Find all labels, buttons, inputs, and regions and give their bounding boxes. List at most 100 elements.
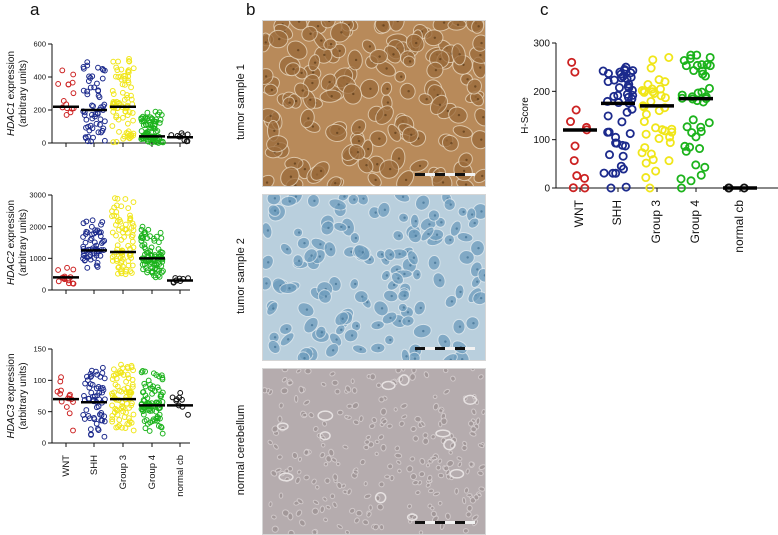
data-point — [608, 168, 618, 178]
nucleus — [480, 138, 483, 141]
cell — [352, 419, 360, 426]
nucleus — [422, 329, 425, 333]
data-point — [90, 134, 96, 141]
cell — [477, 443, 485, 449]
nucleus — [473, 221, 476, 225]
data-point — [615, 67, 625, 77]
y-axis-label: HDAC1 expression — [6, 51, 17, 136]
data-point — [93, 420, 100, 427]
data-point — [118, 361, 124, 368]
cell — [379, 524, 385, 531]
cell — [406, 465, 414, 473]
cell — [397, 468, 402, 474]
cell — [432, 394, 438, 400]
data-point — [100, 67, 107, 73]
series-group-3 — [637, 53, 677, 193]
data-point — [120, 408, 126, 415]
data-point — [159, 249, 166, 256]
chart-a-1: 0 200 400 600 HDAC1 expression (arbitrary uni… — [6, 40, 193, 148]
cell — [462, 528, 469, 534]
cell-outline — [374, 491, 387, 504]
data-point — [98, 409, 105, 416]
cell — [430, 510, 437, 518]
data-point — [569, 156, 579, 166]
cell — [401, 369, 406, 372]
cell — [378, 434, 385, 441]
cell — [342, 489, 348, 495]
nucleus — [361, 295, 364, 298]
data-point — [126, 421, 132, 428]
nucleus — [307, 117, 310, 120]
data-point — [654, 134, 664, 144]
data-point — [117, 369, 124, 376]
nucleus — [330, 95, 333, 98]
cell — [296, 469, 302, 475]
data-point — [93, 120, 100, 127]
nucleus — [449, 203, 452, 206]
cell — [312, 425, 319, 432]
data-point — [111, 389, 117, 396]
data-point — [648, 87, 658, 97]
y-axis-label: HDAC2 expression — [6, 200, 17, 285]
category-label: SHH — [89, 455, 100, 475]
series-group-3 — [109, 361, 137, 434]
series-group-3 — [109, 55, 137, 146]
data-point — [83, 124, 89, 131]
y-tick-label: 2000 — [29, 222, 46, 231]
nucleus — [427, 232, 430, 236]
data-point — [687, 92, 697, 102]
cell — [336, 481, 343, 489]
cell — [319, 505, 325, 514]
nucleus — [293, 162, 297, 165]
data-point — [696, 126, 706, 136]
data-point — [82, 380, 89, 387]
data-point — [100, 387, 107, 393]
data-point — [99, 219, 106, 225]
cell — [412, 435, 419, 442]
nucleus — [458, 325, 462, 328]
data-point — [101, 137, 108, 144]
data-point — [115, 74, 122, 80]
cell — [461, 497, 467, 505]
data-point — [617, 117, 627, 127]
cell — [412, 480, 419, 486]
cell — [473, 494, 480, 501]
y-axis-units: (arbitrary units) — [18, 209, 29, 276]
data-point — [660, 126, 670, 136]
cell — [312, 499, 320, 505]
cell — [398, 420, 405, 427]
data-point — [80, 234, 86, 240]
nucleus — [397, 157, 401, 160]
nucleus — [340, 328, 343, 332]
cell — [349, 507, 356, 514]
nucleus — [385, 274, 389, 277]
y-tick-label: 50 — [38, 407, 46, 416]
data-point — [177, 389, 184, 396]
cell — [378, 481, 385, 488]
nucleus — [383, 208, 387, 212]
y-tick-label: 300 — [533, 39, 550, 50]
cell — [450, 375, 456, 382]
data-point — [109, 257, 116, 264]
nucleus — [407, 319, 411, 323]
data-point — [88, 431, 94, 438]
data-point — [603, 111, 613, 121]
data-point — [101, 118, 108, 125]
data-point — [158, 372, 165, 379]
data-point — [705, 52, 715, 62]
nucleus — [425, 98, 428, 101]
nucleus — [433, 261, 437, 265]
data-point — [697, 60, 707, 70]
data-point — [127, 212, 133, 219]
cell — [336, 524, 343, 530]
cell — [303, 399, 311, 406]
nucleus — [464, 236, 468, 239]
nucleus — [444, 340, 447, 343]
series-normal-cb — [167, 275, 193, 286]
y-tick-label: 400 — [33, 73, 46, 82]
nucleus — [316, 24, 320, 28]
data-point — [112, 195, 118, 202]
nucleus — [357, 139, 361, 143]
nucleus — [390, 294, 393, 298]
cell — [342, 444, 349, 450]
